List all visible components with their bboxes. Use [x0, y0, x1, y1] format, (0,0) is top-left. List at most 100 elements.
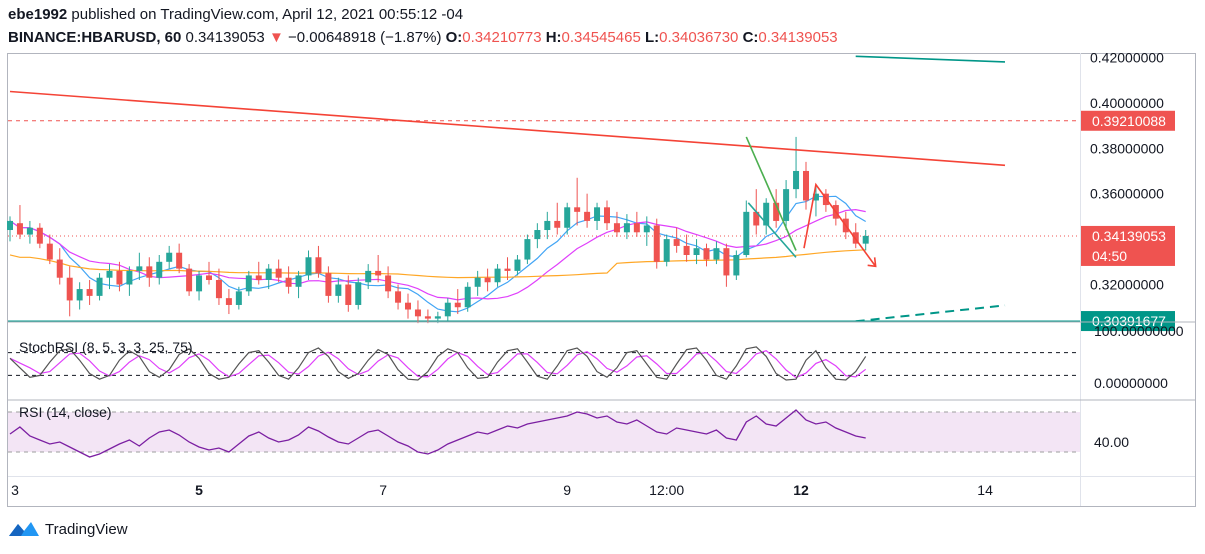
- price-tick-label: 0.40000000: [1090, 95, 1164, 111]
- candle-body: [36, 227, 43, 244]
- rsi-line: [9, 409, 866, 458]
- candle-body: [26, 227, 33, 235]
- candle-body: [106, 270, 113, 278]
- ohlc-legend: BINANCE:HBARUSD, 60 0.34139053 ▼ −0.0064…: [8, 29, 838, 46]
- close-value: 0.34139053: [758, 29, 838, 46]
- time-tick-label: 14: [977, 482, 993, 498]
- candle-body: [653, 225, 660, 262]
- time-tick-label: 3: [11, 482, 19, 498]
- candle-body: [196, 275, 203, 292]
- ma-slow-line: [9, 249, 866, 279]
- candle-body: [574, 207, 581, 212]
- stoch-d-line: [9, 350, 867, 379]
- candle-body: [773, 202, 780, 221]
- publish-details: published on TradingView.com, April 12, …: [67, 6, 464, 23]
- candle-body: [474, 277, 481, 287]
- price-label-text: 0.34139053: [1092, 228, 1166, 244]
- down-arrow-icon: ▼: [268, 29, 284, 46]
- candle-body: [703, 248, 710, 260]
- candle-body: [444, 302, 451, 317]
- tradingview-brand[interactable]: TradingView: [9, 520, 128, 538]
- candle-body: [245, 275, 252, 292]
- time-tick-label: 9: [563, 482, 571, 498]
- open-value: 0.34210773: [462, 29, 542, 46]
- candle-body: [534, 230, 541, 240]
- candle-body: [564, 207, 571, 228]
- candle-body: [156, 261, 163, 278]
- candle-body: [594, 207, 601, 221]
- price-change: −0.00648918 (−1.87%): [287, 29, 442, 46]
- candle-body: [375, 270, 382, 276]
- candle-body: [623, 223, 630, 233]
- candle-body: [673, 239, 680, 246]
- trendline-wedge-bottom[interactable]: [747, 202, 797, 258]
- candle-body: [265, 268, 272, 280]
- ma-mid-line: [9, 208, 866, 301]
- trendline-resistance[interactable]: [9, 90, 1006, 167]
- candle-body: [733, 255, 740, 276]
- candle-body: [604, 207, 610, 224]
- candle-body: [225, 298, 232, 305]
- ma-fast-line: [9, 195, 867, 313]
- candle-body: [305, 257, 312, 276]
- candle-body: [206, 275, 212, 280]
- candle-body: [295, 275, 302, 287]
- candle-body: [753, 211, 760, 226]
- candle-body: [783, 189, 790, 221]
- candle-body: [524, 239, 531, 260]
- time-tick-label: 5: [195, 482, 203, 498]
- low-value: 0.34036730: [659, 29, 739, 46]
- candle-body: [126, 270, 133, 285]
- candle-body: [464, 286, 471, 308]
- candle-body: [385, 275, 392, 292]
- trendline-projection[interactable]: [803, 182, 877, 267]
- candle-body: [7, 220, 13, 231]
- candle-body: [335, 284, 342, 296]
- last-price: 0.34139053: [185, 29, 265, 46]
- candle-body: [683, 245, 690, 255]
- candle-body: [315, 257, 322, 274]
- brand-name: TradingView: [45, 520, 128, 538]
- author-name[interactable]: ebe1992: [8, 6, 68, 23]
- candle-body: [405, 302, 411, 310]
- candle-body: [186, 268, 193, 292]
- candle-body: [454, 302, 461, 308]
- high-value: 0.34545465: [561, 29, 641, 46]
- candle-body: [166, 252, 173, 262]
- stoch-label: StochRSI (8, 5, 3, 3, 25, 75): [19, 339, 193, 355]
- trendline-upper-teal[interactable]: [855, 55, 1006, 63]
- trendline-support-teal[interactable]: [855, 304, 1006, 322]
- price-tick-label: 0.36000000: [1090, 186, 1164, 202]
- candle-body: [414, 309, 421, 317]
- trendline-wedge-top[interactable]: [745, 136, 797, 251]
- candle-body: [584, 211, 591, 221]
- candle-body: [713, 248, 720, 260]
- candle-body: [146, 266, 153, 278]
- candle-body: [514, 259, 521, 271]
- low-label: L:: [644, 29, 660, 46]
- publish-info: ebe1992 published on TradingView.com, Ap…: [8, 6, 463, 23]
- candle-body: [693, 248, 700, 255]
- candle-body: [116, 270, 123, 285]
- candle-body: [86, 289, 93, 296]
- candle-body: [723, 248, 730, 276]
- candle-body: [763, 202, 770, 226]
- symbol-name[interactable]: BINANCE:HBARUSD, 60: [8, 29, 182, 46]
- high-label: H:: [545, 29, 562, 46]
- candle-body: [176, 252, 183, 269]
- candle-body: [504, 268, 511, 271]
- candle-body: [136, 266, 143, 271]
- candle-body: [554, 220, 561, 228]
- candle-body: [434, 316, 441, 319]
- rsi-band: [8, 412, 1080, 452]
- price-label-text: 0.39210088: [1092, 113, 1166, 129]
- candle-body: [803, 170, 809, 201]
- candle-body: [46, 243, 53, 260]
- candle-body: [355, 282, 362, 305]
- candle-body: [663, 239, 670, 262]
- candle-body: [235, 291, 242, 305]
- candle-body: [66, 277, 73, 301]
- open-label: O:: [445, 29, 463, 46]
- rsi-tick-label: 40.00: [1094, 434, 1129, 450]
